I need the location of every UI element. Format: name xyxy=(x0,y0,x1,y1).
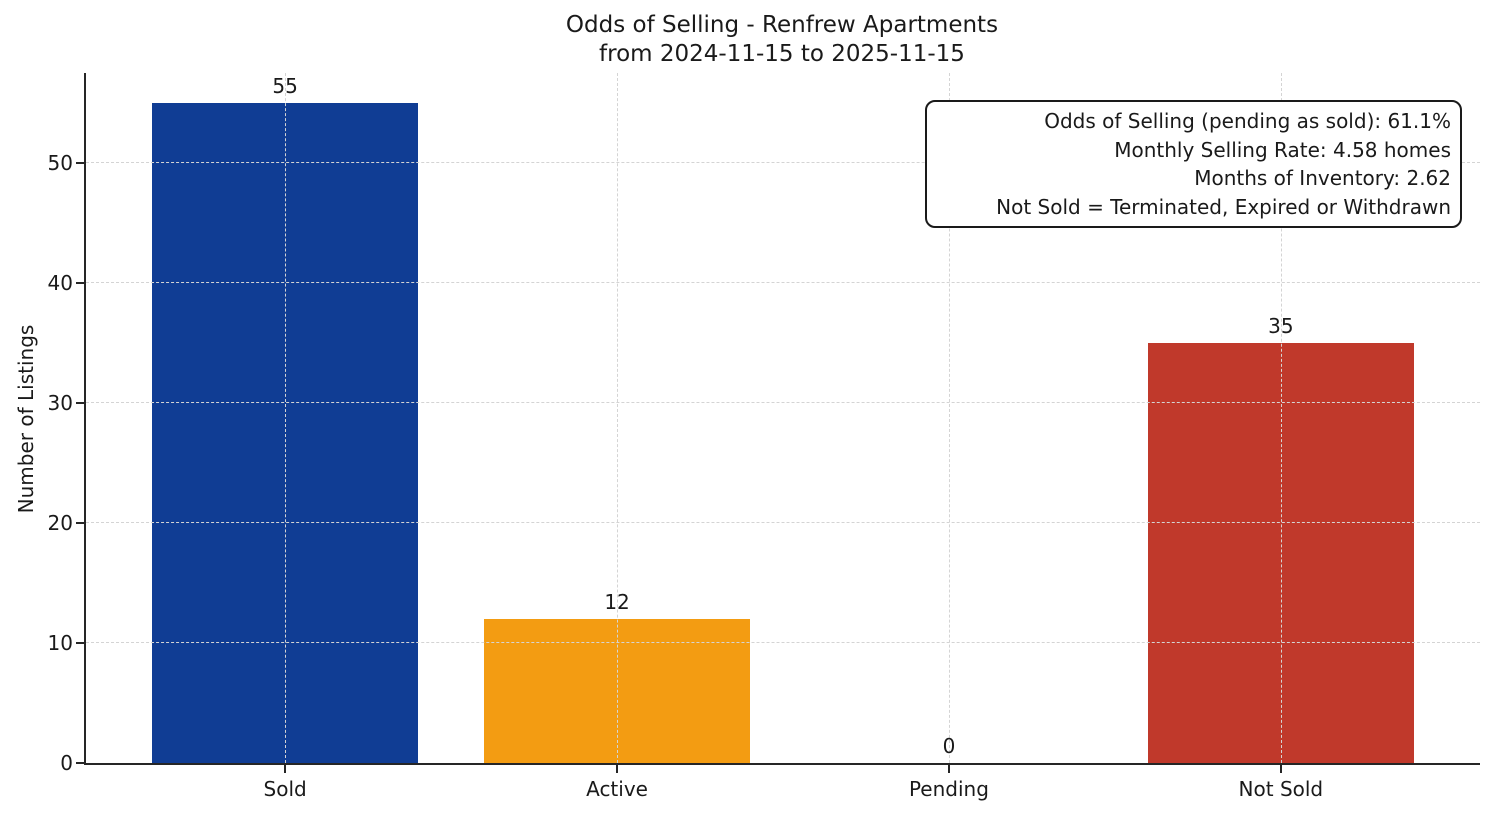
y-tick-label-0: 0 xyxy=(60,751,73,775)
y-tick-mark-40 xyxy=(76,282,84,284)
x-tick-label-sold: Sold xyxy=(263,777,307,801)
bar-active xyxy=(484,619,750,763)
x-tick-mark-not-sold xyxy=(1279,765,1282,773)
gridline-y-20 xyxy=(86,522,1480,523)
y-tick-label-20: 20 xyxy=(47,511,73,535)
bar-value-active: 12 xyxy=(604,590,630,614)
bar-value-sold: 55 xyxy=(272,74,298,98)
gridline-x-sold xyxy=(285,73,287,763)
y-tick-label-30: 30 xyxy=(47,391,73,415)
y-tick-mark-0 xyxy=(76,762,84,764)
gridline-x-not-sold xyxy=(1280,73,1282,763)
gridline-y-40 xyxy=(86,282,1480,283)
y-tick-mark-50 xyxy=(76,162,84,164)
gridline-y-50 xyxy=(86,162,1480,163)
annotation-not-sold-definition: Not Sold = Terminated, Expired or Withdr… xyxy=(996,194,1451,219)
y-tick-label-10: 10 xyxy=(47,631,73,655)
chart-title-line-1: Odds of Selling - Renfrew Apartments xyxy=(565,12,999,38)
y-tick-mark-20 xyxy=(76,522,84,524)
annotation-monthly-selling-rate: Monthly Selling Rate: 4.58 homes xyxy=(1114,137,1451,162)
y-axis-label: Number of Listings xyxy=(14,324,38,514)
plot-area: 0 10 20 30 40 50 55 Sold 12 Active 0 Pending 35 Not S… xyxy=(48,73,1480,801)
chart-title: Odds of Selling - Renfrew Apartments fro… xyxy=(84,11,1480,69)
bar-value-pending: 0 xyxy=(942,734,956,758)
annotation-odds-of-selling: Odds of Selling (pending as sold): 61.1% xyxy=(1044,109,1451,133)
y-tick-mark-30 xyxy=(76,402,84,404)
bar-value-not-sold: 35 xyxy=(1268,314,1294,339)
gridline-x-active xyxy=(617,73,619,763)
chart-title-line-2: from 2024-11-15 to 2025-11-15 xyxy=(599,41,965,67)
stats-annotation-box: Odds of Selling (pending as sold): 61.1%… xyxy=(925,100,1462,228)
gridline-y-10 xyxy=(86,642,1480,643)
x-tick-label-pending: Pending xyxy=(908,777,989,801)
y-tick-label-40: 40 xyxy=(47,271,73,295)
y-tick-mark-10 xyxy=(76,642,84,644)
x-tick-mark-pending xyxy=(947,765,950,773)
gridline-y-30 xyxy=(86,402,1480,403)
bar-sold xyxy=(152,103,418,763)
gridline-x-pending xyxy=(948,73,950,763)
x-tick-mark-sold xyxy=(284,765,287,773)
x-tick-label-not-sold: Not Sold xyxy=(1238,777,1324,801)
y-tick-label-50: 50 xyxy=(47,151,73,175)
annotation-months-of-inventory: Months of Inventory: 2.62 xyxy=(1194,166,1451,190)
x-tick-mark-active xyxy=(616,765,619,773)
x-tick-label-active: Active xyxy=(586,777,648,801)
